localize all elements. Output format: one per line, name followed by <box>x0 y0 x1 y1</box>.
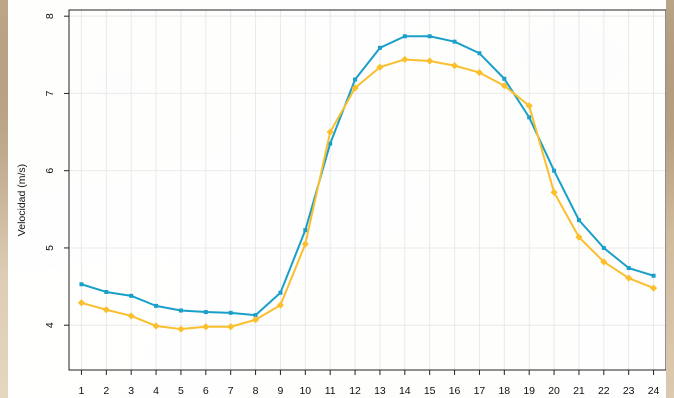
series-1-point <box>228 310 233 315</box>
series-2-point <box>251 316 260 324</box>
x-tick-label: 22 <box>598 385 610 397</box>
x-tick-label: 3 <box>128 385 134 397</box>
series-2-point <box>625 274 633 282</box>
series-1-point <box>527 115 532 120</box>
series-2-point <box>575 233 583 241</box>
series-2-point <box>351 84 359 92</box>
series-1-line <box>81 35 654 317</box>
x-tick-label: 20 <box>548 385 560 397</box>
series-2-point <box>401 55 409 64</box>
series-2-point <box>525 102 533 110</box>
series-2-point <box>450 62 459 70</box>
series-1-point <box>328 141 333 146</box>
series-1-point <box>178 308 183 313</box>
x-tick-label: 11 <box>325 385 336 397</box>
y-tick-label: 7 <box>44 90 56 96</box>
series-1-point <box>651 273 656 278</box>
axes: 1 2 3 4 5 6 7 8 9 10 11 12 13 14 15 16 17 18 19 20 21 22 23 244… <box>44 13 660 397</box>
x-tick-label: 12 <box>349 385 361 397</box>
series-2-point <box>127 312 135 320</box>
y-tick-label: 4 <box>44 322 56 328</box>
series-1-point <box>576 218 581 223</box>
series-1-point <box>303 228 308 233</box>
chart-panel: 1 2 3 4 5 6 7 8 9 10 11 12 13 14 15 16 17 18 19 20 21 22 23 24 4… <box>8 0 666 398</box>
series-2-point <box>227 323 235 331</box>
x-tick-label: 23 <box>623 385 635 397</box>
series-2-line <box>81 58 654 331</box>
x-tick-label: 4 <box>153 385 159 397</box>
series-1-point <box>601 245 606 250</box>
x-tick-label: 18 <box>498 385 510 397</box>
series-2-point <box>426 57 434 65</box>
series-2-point <box>600 258 608 266</box>
series-1-point <box>552 168 557 173</box>
series-1-point <box>278 290 283 295</box>
x-tick-label: 2 <box>103 385 109 397</box>
x-tick-label: 15 <box>424 385 436 397</box>
series-2-point <box>649 284 658 292</box>
series-2-point <box>276 301 285 309</box>
series-2-point <box>152 322 160 330</box>
series-2-point <box>177 325 185 333</box>
x-tick-label: 21 <box>573 385 585 397</box>
series-1-point <box>626 266 631 271</box>
series-2-point <box>77 299 86 307</box>
series-1-point <box>402 34 407 39</box>
y-tick-label: 8 <box>44 13 56 19</box>
series-1-point <box>353 77 358 82</box>
series-1-point <box>154 303 159 308</box>
series-1-point <box>477 51 482 56</box>
x-tick-label: 9 <box>278 385 284 397</box>
x-tick-label: 19 <box>523 385 535 397</box>
series-2-point <box>326 128 334 136</box>
series-2-point <box>475 68 484 77</box>
series-1-point <box>203 310 208 315</box>
series-1-point <box>427 34 432 39</box>
series-1-point <box>253 313 258 318</box>
x-tick-label: 17 <box>474 385 486 397</box>
series-2-point <box>376 63 384 71</box>
grid <box>69 10 666 370</box>
x-tick-label: 5 <box>178 385 184 397</box>
y-tick-label: 6 <box>44 168 56 174</box>
series-2-point <box>202 323 210 331</box>
x-tick-label: 7 <box>228 385 234 397</box>
x-tick-label: 13 <box>374 385 386 397</box>
line-chart: 1 2 3 4 5 6 7 8 9 10 11 12 13 14 15 16 17 18 19 20 21 22 23 244… <box>16 9 666 397</box>
x-tick-label: 16 <box>449 385 461 397</box>
series-1-point <box>129 293 134 298</box>
series-1-point <box>452 39 457 44</box>
series-2-point <box>102 306 110 314</box>
y-tick-label: 5 <box>44 245 56 251</box>
x-tick-label: 6 <box>203 385 209 397</box>
series-1-point <box>79 282 84 287</box>
x-tick-label: 10 <box>299 385 311 397</box>
series-1-point <box>104 289 109 294</box>
x-tick-label: 8 <box>253 385 259 397</box>
y-axis-title: Velocidad (m/s) <box>16 164 28 236</box>
series-2-point <box>301 240 309 248</box>
x-tick-label: 24 <box>648 385 660 397</box>
plot-area-border <box>68 9 666 371</box>
series-1-point <box>502 76 507 81</box>
x-tick-label: 14 <box>399 385 411 397</box>
series <box>77 34 658 333</box>
series-2-point <box>500 82 508 90</box>
series-1-point <box>377 45 382 50</box>
series-2-point <box>550 188 558 196</box>
x-tick-label: 1 <box>79 385 85 397</box>
